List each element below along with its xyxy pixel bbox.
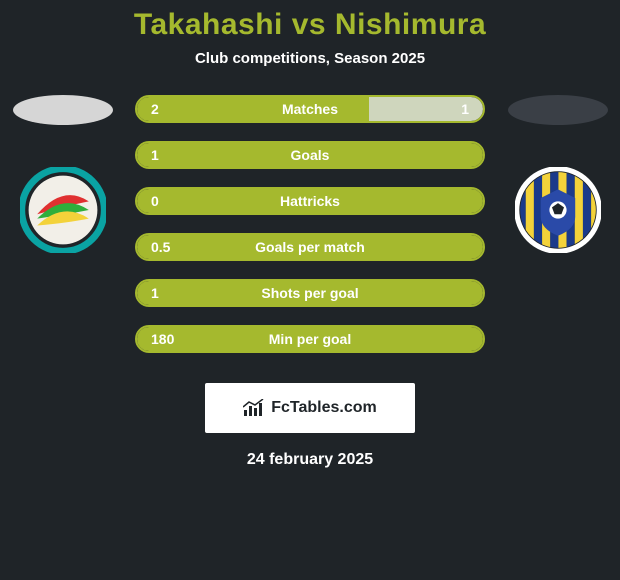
comparison-main: 2 1 Matches 1 Goals 0 Hattricks 0.5 Goals per ma… (0, 95, 620, 371)
p2-value: 1 (461, 101, 469, 117)
p1-value: 1 (151, 285, 159, 301)
stat-row: 1 Shots per goal (135, 279, 485, 307)
player2-ellipse (508, 95, 608, 125)
stat-label: Goals (291, 147, 330, 163)
player1-badge-icon (18, 165, 108, 255)
stat-row: 1 Goals (135, 141, 485, 169)
p1-value: 1 (151, 147, 159, 163)
stat-label: Goals per match (255, 239, 365, 255)
player1-ellipse (13, 95, 113, 125)
page-title: Takahashi vs Nishimura (0, 8, 620, 42)
p1-value: 2 (151, 101, 159, 117)
stat-label: Hattricks (280, 193, 340, 209)
brand-text: FcTables.com (271, 399, 377, 417)
comparison-bars: 2 1 Matches 1 Goals 0 Hattricks 0.5 Goals per ma… (135, 95, 485, 371)
player2-badge-icon (513, 165, 603, 255)
stat-row: 0.5 Goals per match (135, 233, 485, 261)
stat-row: 0 Hattricks (135, 187, 485, 215)
stat-label: Matches (282, 101, 338, 117)
stat-label: Min per goal (269, 331, 351, 347)
brand-logo: FcTables.com (205, 383, 415, 433)
p1-value: 0 (151, 193, 159, 209)
player2-side (503, 95, 612, 255)
player1-side (8, 95, 117, 255)
p1-value: 180 (151, 331, 174, 347)
p1-value: 0.5 (151, 239, 170, 255)
stat-row: 2 1 Matches (135, 95, 485, 123)
stat-label: Shots per goal (261, 285, 358, 301)
subtitle: Club competitions, Season 2025 (0, 50, 620, 67)
date-text: 24 february 2025 (0, 451, 620, 469)
chart-icon (243, 399, 265, 417)
stat-row: 180 Min per goal (135, 325, 485, 353)
